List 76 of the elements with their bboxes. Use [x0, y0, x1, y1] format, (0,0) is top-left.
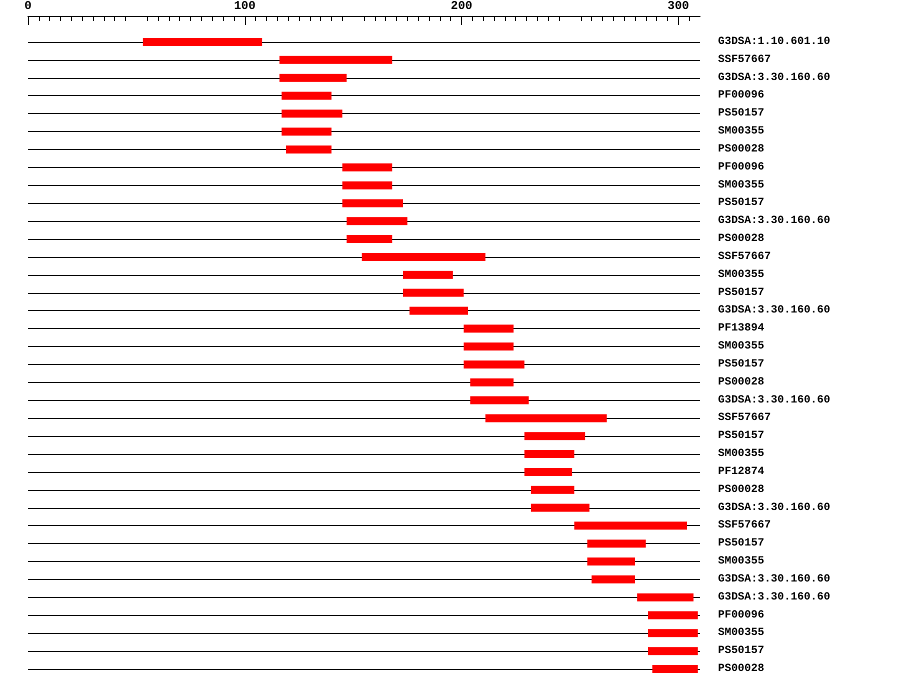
bar [279, 56, 392, 64]
bar [574, 522, 687, 530]
y-tick-label: SM00355 [718, 268, 765, 281]
bar [464, 324, 514, 333]
bar [524, 468, 572, 476]
y-tick-label: PS00028 [718, 143, 765, 156]
bar [282, 128, 332, 136]
bar [342, 163, 392, 172]
y-tick-label: SSF57667 [718, 54, 771, 66]
y-tick-label: PS50157 [718, 645, 764, 658]
bar [346, 235, 392, 244]
bar [648, 629, 698, 638]
bar [524, 450, 574, 458]
y-tick-label: PF12874 [718, 466, 765, 478]
x-tick-label: 300 [668, 0, 690, 13]
y-tick-label: PS50157 [718, 286, 764, 299]
y-tick-label: G3DSA:3.30.160.60 [718, 72, 830, 84]
bar [592, 575, 635, 584]
bar [362, 252, 486, 261]
bar [524, 432, 586, 440]
y-tick-label: SSF57667 [718, 520, 771, 532]
bar [282, 110, 342, 118]
bar [410, 306, 468, 315]
bar [282, 92, 332, 100]
y-tick-label: SM00355 [718, 179, 765, 192]
y-tick-label: PF00096 [718, 609, 764, 622]
bar [652, 665, 698, 673]
bar [464, 360, 524, 368]
y-tick-label: PS50157 [718, 197, 764, 210]
y-tick-label: PS00028 [718, 663, 765, 675]
x-tick-label: 100 [234, 0, 256, 13]
bar [648, 611, 698, 620]
y-tick-label: PS50157 [718, 538, 764, 550]
bar [279, 74, 347, 82]
y-tick-label: G3DSA:3.30.160.60 [718, 394, 830, 406]
bar [648, 647, 698, 656]
y-tick-label: SSF57667 [718, 250, 771, 263]
bar [485, 414, 607, 422]
y-tick-label: PS50157 [718, 358, 764, 370]
y-tick-label: SM00355 [718, 556, 765, 568]
y-tick-label: PS00028 [718, 233, 765, 246]
bar [142, 38, 262, 46]
bar [587, 540, 646, 548]
bar [342, 181, 392, 190]
bar [470, 396, 529, 404]
bar [403, 270, 453, 279]
bar [403, 288, 464, 297]
x-tick-label: 200 [450, 0, 472, 13]
bar [470, 378, 514, 386]
y-tick-label: G3DSA:3.30.160.60 [718, 215, 830, 228]
y-tick-label: SM00355 [718, 126, 765, 138]
y-tick-label: G3DSA:3.30.160.60 [718, 502, 830, 514]
y-tick-label: PF00096 [718, 90, 764, 102]
bar [637, 593, 694, 602]
bar [346, 217, 408, 226]
y-tick-label: SM00355 [718, 448, 765, 460]
x-tick-label: 0 [24, 0, 32, 13]
bar [587, 558, 635, 566]
y-tick-label: PF00096 [718, 161, 764, 174]
y-tick-label: G3DSA:3.30.160.60 [718, 304, 830, 317]
y-tick-label: PS00028 [718, 376, 765, 388]
y-tick-label: G3DSA:1.10.601.10 [718, 36, 830, 48]
y-tick-label: SSF57667 [718, 412, 771, 424]
y-tick-label: PS50157 [718, 430, 764, 442]
bar [530, 486, 574, 494]
y-tick-label: SM00355 [718, 340, 765, 353]
y-tick-label: G3DSA:3.30.160.60 [718, 573, 830, 586]
y-tick-label: PS00028 [718, 484, 765, 496]
bar [342, 199, 404, 208]
bar [286, 145, 332, 154]
y-tick-label: PF13894 [718, 322, 765, 335]
y-tick-label: SM00355 [718, 627, 765, 640]
y-tick-label: PS50157 [718, 108, 764, 120]
bar [530, 504, 590, 512]
y-tick-label: G3DSA:3.30.160.60 [718, 591, 830, 604]
bar [464, 342, 514, 351]
